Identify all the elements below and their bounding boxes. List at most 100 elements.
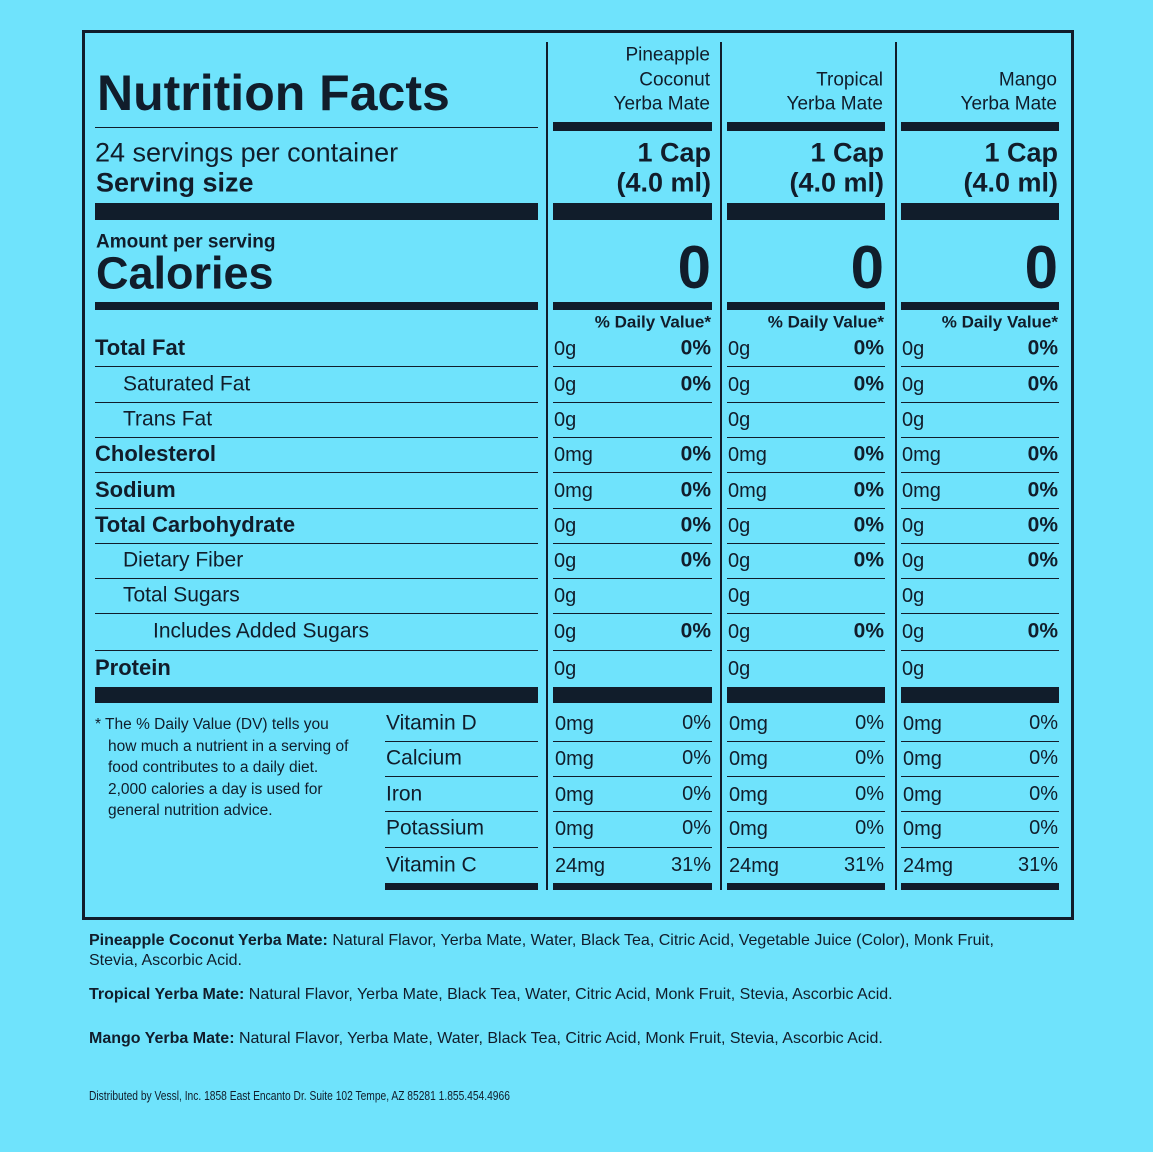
title: Nutrition Facts	[97, 65, 450, 121]
nutrient-amount: 0g	[902, 374, 925, 396]
row-rule	[727, 811, 885, 812]
thick-bar	[95, 687, 538, 703]
vitamin-amount: 0mg	[903, 713, 942, 735]
daily-value-header: % Daily Value*	[941, 312, 1058, 332]
nutrient-amount: 0g	[554, 585, 577, 607]
row-rule	[901, 507, 1059, 509]
nutrient-amount: 0mg	[554, 444, 593, 466]
nutrient-amount: 0g	[902, 621, 925, 643]
nutrient-daily-value: 0%	[680, 372, 711, 396]
thick-bar	[727, 687, 885, 703]
nutrient-name: Cholesterol	[95, 441, 217, 466]
nutrient-amount: 0g	[728, 374, 751, 396]
thick-bar	[553, 203, 712, 220]
row-rule	[901, 436, 1059, 438]
daily-value-header: % Daily Value*	[767, 312, 884, 332]
row-rule	[727, 507, 885, 509]
product-name: Yerba Mate	[960, 93, 1057, 115]
vitamin-daily-value: 0%	[855, 747, 884, 769]
nutrient-name: Dietary Fiber	[123, 548, 244, 572]
amount-label: Amount per serving	[96, 231, 276, 253]
nutrient-amount: 0g	[902, 550, 925, 572]
column-divider	[895, 42, 897, 890]
vitamin-daily-value: 0%	[1029, 783, 1058, 805]
row-rule	[727, 613, 885, 614]
nutrient-daily-value: 0%	[853, 619, 884, 643]
nutrient-amount: 0mg	[728, 480, 767, 502]
thick-bar	[901, 687, 1059, 703]
nutrient-daily-value: 0%	[1027, 548, 1058, 572]
daily-value-header: % Daily Value*	[594, 312, 711, 332]
nutrient-daily-value: 0%	[680, 513, 711, 537]
nutrient-amount: 0g	[554, 515, 577, 537]
thick-bar	[901, 883, 1059, 890]
vitamin-daily-value: 0%	[682, 817, 711, 839]
thick-bar	[901, 203, 1059, 220]
nutrient-name: Total Sugars	[123, 583, 240, 607]
row-rule	[727, 740, 885, 742]
row-rule	[553, 811, 712, 812]
ingredients-text: Natural Flavor, Yerba Mate, Water, Black…	[89, 932, 994, 969]
row-rule	[95, 366, 538, 367]
nutrient-daily-value: 0%	[680, 548, 711, 572]
row-rule	[553, 577, 712, 579]
nutrient-daily-value: 0%	[1027, 442, 1058, 466]
nutrient-amount: 0g	[902, 515, 925, 537]
vitamin-daily-value: 0%	[855, 783, 884, 805]
row-rule	[901, 613, 1059, 614]
row-rule	[727, 542, 885, 544]
row-rule	[95, 472, 538, 473]
vitamin-amount: 0mg	[903, 818, 942, 840]
thick-bar	[553, 302, 712, 310]
nutrient-name: Includes Added Sugars	[153, 619, 369, 643]
row-rule	[901, 472, 1059, 473]
vitamin-daily-value: 31%	[1017, 854, 1058, 876]
thick-bar	[727, 122, 885, 131]
thick-bar	[553, 883, 712, 890]
ingredients-text: Natural Flavor, Yerba Mate, Black Tea, W…	[248, 986, 893, 1003]
nutrient-amount: 0g	[728, 515, 751, 537]
serving-size: 1 Cap	[810, 137, 884, 168]
thick-bar	[385, 883, 538, 890]
row-rule	[553, 613, 712, 614]
row-rule	[727, 577, 885, 579]
row-rule	[385, 740, 538, 742]
product-name: Pineapple	[625, 44, 710, 66]
ingredients: Mango Yerba Mate: Natural Flavor, Yerba …	[89, 1029, 1009, 1049]
vitamin-amount: 0mg	[729, 784, 768, 806]
footnote: * The % Daily Value (DV) tells you how m…	[95, 716, 349, 819]
row-rule	[95, 436, 538, 438]
product-name: Yerba Mate	[786, 93, 883, 115]
row-rule	[553, 740, 712, 742]
nutrient-daily-value: 0%	[680, 478, 711, 502]
row-rule	[95, 613, 538, 614]
thick-bar	[727, 302, 885, 310]
nutrient-name: Total Fat	[95, 335, 186, 360]
nutrient-amount: 0g	[902, 585, 925, 607]
nutrient-name: Saturated Fat	[123, 372, 251, 396]
nutrient-amount: 0g	[554, 409, 577, 431]
nutrient-amount: 0g	[554, 338, 577, 360]
thick-bar	[553, 687, 712, 703]
row-rule	[727, 436, 885, 438]
nutrient-amount: 0g	[902, 338, 925, 360]
row-rule	[727, 649, 885, 651]
nutrient-daily-value: 0%	[1027, 336, 1058, 360]
nutrient-amount: 0g	[554, 621, 577, 643]
column-divider	[720, 42, 722, 890]
row-rule	[901, 401, 1059, 403]
nutrient-amount: 0g	[728, 658, 751, 680]
nutrient-amount: 0mg	[728, 444, 767, 466]
vitamin-daily-value: 0%	[1029, 747, 1058, 769]
nutrient-daily-value: 0%	[1027, 513, 1058, 537]
nutrient-amount: 0mg	[554, 480, 593, 502]
ingredients-label: Pineapple Coconut Yerba Mate:	[89, 932, 328, 949]
row-rule	[95, 542, 538, 544]
row-rule	[727, 401, 885, 403]
vitamin-name: Vitamin C	[386, 853, 477, 877]
vitamin-daily-value: 0%	[682, 747, 711, 769]
calories: 0	[1024, 234, 1058, 301]
row-rule	[553, 776, 712, 777]
nutrient-daily-value: 0%	[853, 478, 884, 502]
vitamin-daily-value: 0%	[682, 712, 711, 734]
